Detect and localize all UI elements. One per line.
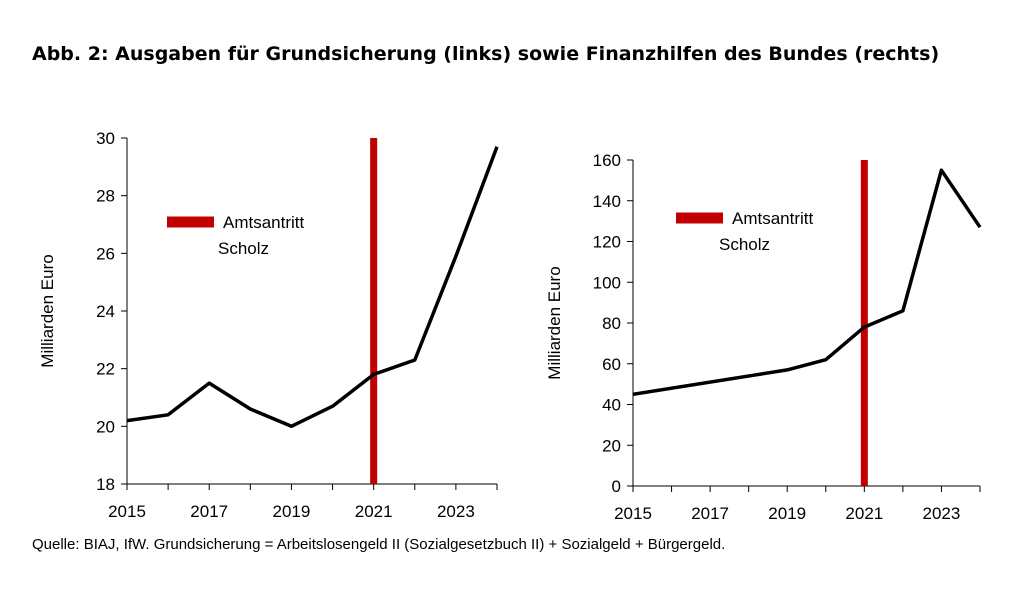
y-tick-label: 80: [602, 314, 621, 333]
y-tick-label: 20: [602, 436, 621, 455]
y-tick-label: 20: [96, 417, 115, 436]
y-tick-label: 24: [96, 302, 115, 321]
x-tick-label: 2019: [768, 504, 806, 523]
x-tick-label: 2015: [108, 502, 146, 521]
y-tick-label: 26: [96, 244, 115, 263]
y-tick-label: 100: [593, 273, 621, 292]
x-tick-label: 2019: [273, 502, 311, 521]
chart-left: 18 20 22 24 26 28 30 2015 2017 2019 2021 2023 Millia…: [38, 129, 499, 521]
y-tick-label: 18: [96, 475, 115, 494]
y-axis-title: Milliarden Euro: [38, 254, 57, 367]
x-tick-label: 2017: [691, 504, 729, 523]
series-line: [126, 146, 499, 429]
legend-label-line2: Scholz: [719, 235, 770, 254]
x-tick-label: 2023: [437, 502, 475, 521]
y-tick-label: 28: [96, 187, 115, 206]
x-tick-label: 2017: [190, 502, 228, 521]
y-tick-label: 160: [593, 151, 621, 170]
x-tick-label: 2021: [355, 502, 393, 521]
chart-right: 0 20 40 60 80 100 120 140 160 2015 2017 2019 2021 202…: [545, 151, 982, 523]
y-axis-title: Milliarden Euro: [545, 266, 564, 379]
y-tick-label: 40: [602, 396, 621, 415]
y-tick-label: 22: [96, 360, 115, 379]
y-tick-label: 140: [593, 192, 621, 211]
source-note: Quelle: BIAJ, IfW. Grundsicherung = Arbe…: [32, 536, 726, 553]
legend-label-line2: Scholz: [218, 239, 269, 258]
x-tick-label: 2023: [923, 504, 961, 523]
y-tick-label: 120: [593, 233, 621, 252]
x-tick-label: 2021: [845, 504, 883, 523]
y-tick-label: 60: [602, 355, 621, 374]
x-tick-label: 2015: [614, 504, 652, 523]
chart-title: Abb. 2: Ausgaben für Grundsicherung (lin…: [32, 43, 940, 65]
series-line: [632, 168, 982, 397]
y-tick-label: 30: [96, 129, 115, 148]
legend-label-line1: Amtsantritt: [223, 213, 305, 232]
y-tick-label: 0: [612, 477, 621, 496]
legend-label-line1: Amtsantritt: [732, 209, 814, 228]
